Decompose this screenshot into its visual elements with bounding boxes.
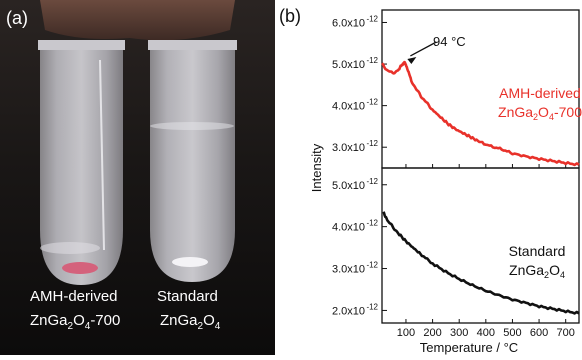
- bottom-y-tick-label: 2.0x10: [332, 305, 365, 317]
- right-tube: [148, 40, 237, 282]
- chart-panel: (b) Intensity Temperature / °C 3.0x10 -12…: [275, 0, 582, 355]
- left-tube-caption-line2: ZnGa2O4-700: [30, 312, 120, 332]
- x-tick-label: 300: [450, 327, 468, 339]
- right-tube-caption-line1: Standard: [157, 288, 218, 305]
- top-y-tick-exponent: -12: [366, 98, 378, 107]
- bottom-y-tick-label: 5.0x10: [332, 180, 365, 192]
- left-tube-caption-line1: AMH-derived: [30, 288, 118, 305]
- top-y-tick-label: 3.0x10: [332, 142, 365, 154]
- tpd-chart: (b) Intensity Temperature / °C 3.0x10 -12…: [279, 6, 582, 355]
- bottom-y-tick-label: 4.0x10: [332, 222, 365, 234]
- photo-panel: (a) AMH-derived ZnGa2O4-700 Standard ZnG…: [0, 0, 275, 355]
- left-tube: [38, 40, 125, 285]
- x-tick-label: 100: [397, 327, 415, 339]
- pink-sediment: [62, 262, 98, 274]
- top-y-tick-exponent: -12: [366, 56, 378, 65]
- x-tick-label: 700: [557, 327, 575, 339]
- top-y-tick-exponent: -12: [366, 14, 378, 23]
- bottom-y-tick-exponent: -12: [366, 261, 378, 270]
- top-y-tick-label: 5.0x10: [332, 59, 365, 71]
- x-tick-label: 200: [423, 327, 441, 339]
- bottom-y-tick-exponent: -12: [366, 219, 378, 228]
- panel-b-label: (b): [279, 6, 301, 26]
- bottom-series-label-line2: ZnGa2O4: [509, 262, 565, 280]
- x-tick-label: 500: [503, 327, 521, 339]
- bottom-panel-frame: [381, 167, 580, 324]
- top-series-label-line1: AMH-derived: [499, 85, 581, 101]
- top-y-tick-exponent: -12: [366, 139, 378, 148]
- bottom-y-tick-exponent: -12: [366, 302, 378, 311]
- x-axis-label: Temperature / °C: [420, 340, 518, 355]
- white-sediment: [172, 257, 208, 267]
- bottom-series-label-line1: Standard: [509, 243, 566, 259]
- top-y-tick-label: 4.0x10: [332, 101, 365, 113]
- right-tube-caption-line2: ZnGa2O4: [160, 312, 221, 332]
- x-tick-label: 400: [477, 327, 495, 339]
- annotation-arrow-head: [407, 56, 417, 64]
- peak-annotation-arrow: [407, 41, 437, 64]
- peak-annotation: 94 °C: [433, 34, 466, 49]
- top-y-tick-label: 6.0x10: [332, 17, 365, 29]
- fingers: [40, 0, 235, 41]
- x-tick-label: 600: [530, 327, 548, 339]
- bottom-series-line: [382, 211, 580, 315]
- annotation-arrow-shaft: [410, 41, 437, 57]
- y-axis-label: Intensity: [309, 143, 324, 192]
- panel-a-label: (a): [6, 8, 28, 28]
- top-series-label-line2: ZnGa2O4-700: [498, 104, 582, 122]
- top-panel-axes: 3.0x10 -124.0x10 -125.0x10 -126.0x10 -12: [332, 9, 580, 169]
- bottom-y-tick-label: 3.0x10: [332, 264, 365, 276]
- bottom-y-tick-exponent: -12: [366, 177, 378, 186]
- top-series-line: [381, 60, 580, 167]
- tubes-photo: (a) AMH-derived ZnGa2O4-700 Standard ZnG…: [0, 0, 275, 355]
